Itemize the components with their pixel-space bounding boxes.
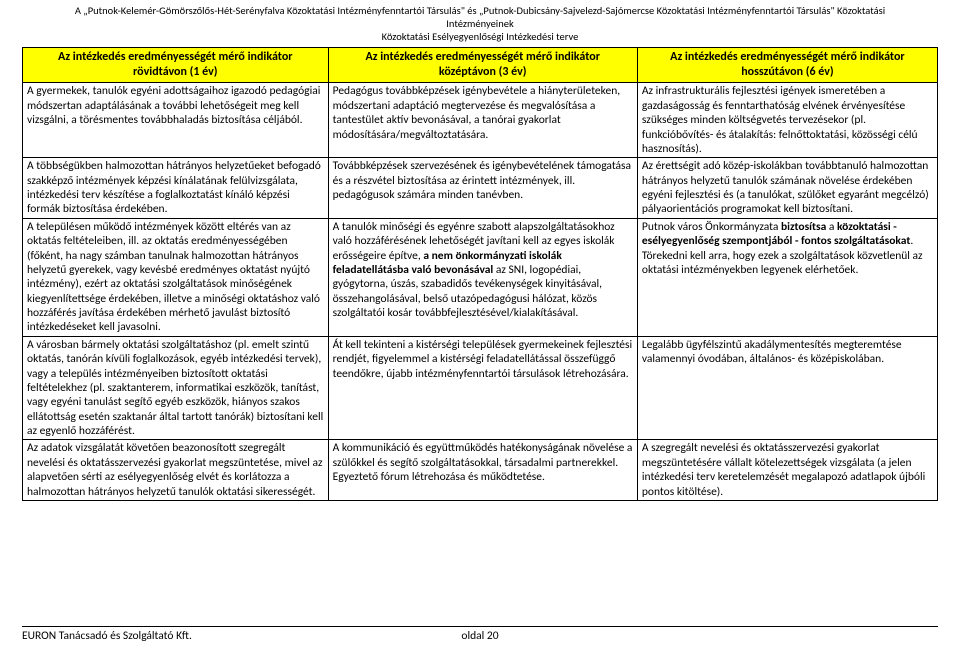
table-row: A gyermekek, tanulók egyéni adottságaiho… bbox=[23, 83, 938, 158]
cell: Az infrastrukturális fejlesztési igények… bbox=[637, 83, 937, 158]
cell: A városban bármely oktatási szolgáltatás… bbox=[23, 336, 329, 440]
cell: Legalább ügyfélszintű akadálymentesítés … bbox=[637, 336, 937, 440]
cell: A gyermekek, tanulók egyéni adottságaiho… bbox=[23, 83, 329, 158]
footer-left: EURON Tanácsadó és Szolgáltató Kft. bbox=[22, 629, 192, 643]
main-table: Az intézkedés eredményességét mérő indik… bbox=[22, 47, 938, 501]
cell: Putnok város Önkormányzata biztosítsa a … bbox=[637, 218, 937, 336]
table-row: A településen működő intézmények között … bbox=[23, 218, 938, 336]
page-footer: EURON Tanácsadó és Szolgáltató Kft. olda… bbox=[22, 626, 938, 643]
header-line-1: A „Putnok-Kelemér-Gömörszőlős-Hét-Serény… bbox=[22, 4, 938, 17]
col-header-short: Az intézkedés eredményességét mérő indik… bbox=[23, 48, 329, 83]
cell: Az adatok vizsgálatát követően beazonosí… bbox=[23, 440, 329, 501]
table-row: Az adatok vizsgálatát követően beazonosí… bbox=[23, 440, 938, 501]
cell: A szegregált nevelési és oktatásszervezé… bbox=[637, 440, 937, 501]
footer-page-number: oldal 20 bbox=[461, 629, 498, 643]
cell: A tanulók minőségi és egyénre szabott al… bbox=[328, 218, 637, 336]
cell: Pedagógus továbbképzések igénybevétele a… bbox=[328, 83, 637, 158]
cell: Továbbképzések szervezésének és igénybev… bbox=[328, 158, 637, 219]
table-row: A városban bármely oktatási szolgáltatás… bbox=[23, 336, 938, 440]
cell: A településen működő intézmények között … bbox=[23, 218, 329, 336]
cell: Az érettségit adó közép-iskolákban továb… bbox=[637, 158, 937, 219]
cell: A többségükben halmozottan hátrányos hel… bbox=[23, 158, 329, 219]
cell: A kommunikáció és együttműködés hatékony… bbox=[328, 440, 637, 501]
col-header-mid: Az intézkedés eredményességét mérő indik… bbox=[328, 48, 637, 83]
header-line-2: Intézményeinek bbox=[22, 17, 938, 30]
cell: Át kell tekinteni a kistérségi település… bbox=[328, 336, 637, 440]
table-header-row: Az intézkedés eredményességét mérő indik… bbox=[23, 48, 938, 83]
doc-header: A „Putnok-Kelemér-Gömörszőlős-Hét-Serény… bbox=[22, 4, 938, 43]
col-header-long: Az intézkedés eredményességét mérő indik… bbox=[637, 48, 937, 83]
header-line-3: Közoktatási Esélyegyenlőségi Intézkedési… bbox=[22, 30, 938, 43]
table-row: A többségükben halmozottan hátrányos hel… bbox=[23, 158, 938, 219]
